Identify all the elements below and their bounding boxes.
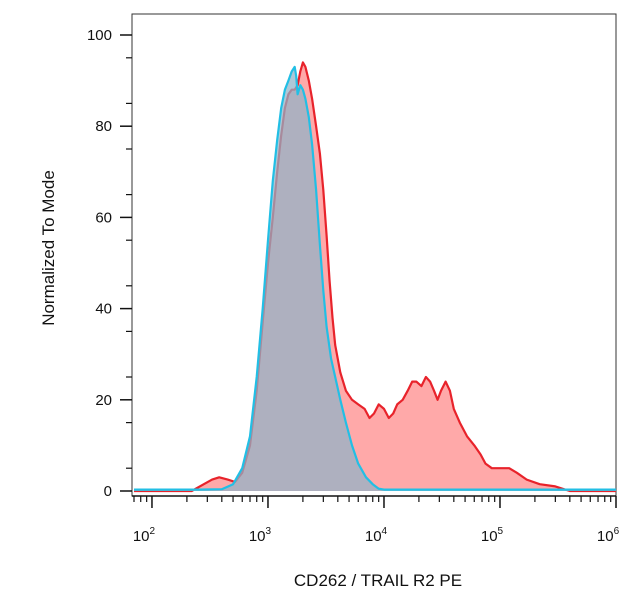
y-tick-label: 40 [95, 301, 112, 318]
x-tick-label-exponent: 6 [614, 526, 620, 537]
y-tick-label: 60 [95, 209, 112, 226]
x-axis-title: CD262 / TRAIL R2 PE [294, 571, 462, 590]
y-axis-title: Normalized To Mode [39, 170, 58, 326]
y-tick-label: 20 [95, 392, 112, 409]
x-tick-label: 105 [481, 526, 504, 545]
x-tick-label: 103 [249, 526, 272, 545]
x-tick-label-base: 10 [249, 528, 266, 545]
x-tick-label: 102 [133, 526, 156, 545]
x-tick-label-exponent: 5 [498, 526, 504, 537]
y-tick-label: 100 [87, 27, 112, 44]
x-tick-label-exponent: 2 [150, 526, 156, 537]
series-layer [134, 61, 616, 493]
x-tick-label-base: 10 [365, 528, 382, 545]
x-tick-label-base: 10 [481, 528, 498, 545]
x-tick-label: 106 [597, 526, 620, 545]
x-tick-label-base: 10 [133, 528, 150, 545]
series-2-line [134, 65, 616, 491]
x-tick-label-exponent: 3 [266, 526, 272, 537]
x-tick-label-base: 10 [597, 528, 614, 545]
y-tick-label: 0 [104, 483, 112, 500]
y-tick-label: 80 [95, 118, 112, 135]
x-tick-label-exponent: 4 [382, 526, 388, 537]
x-tick-label: 104 [365, 526, 388, 545]
